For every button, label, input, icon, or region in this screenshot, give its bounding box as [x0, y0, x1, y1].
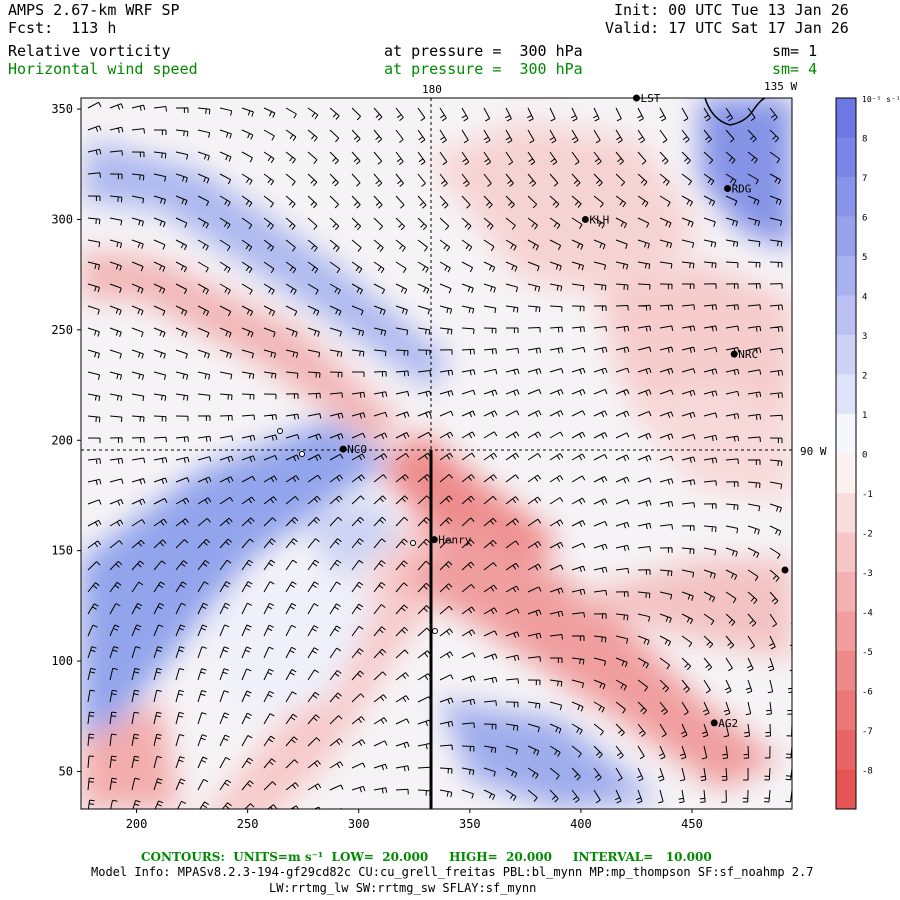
- colorbar-label: 0: [862, 451, 867, 461]
- colorbar-label: 1: [862, 411, 867, 421]
- station-label: Henry: [438, 534, 471, 547]
- plot-frame: [80, 97, 793, 810]
- y-tick-label: 250: [51, 323, 73, 337]
- y-tick-label: 350: [51, 102, 73, 116]
- colorbar-label: -8: [862, 767, 873, 777]
- colorbar-label: -5: [862, 648, 873, 658]
- colorbar-segment: [836, 769, 856, 810]
- colorbar-segment: [836, 137, 856, 178]
- station-label: NRC: [738, 348, 758, 361]
- model-info-physics: LW:rrtmg_lw SW:rrtmg_sw SFLAY:sf_mynn: [269, 881, 537, 895]
- colorbar-label: 5: [862, 253, 867, 263]
- station-marker: [339, 445, 347, 453]
- vorticity-field: [81, 98, 792, 809]
- colorbar-label: -2: [862, 530, 873, 540]
- colorbar-segment: [836, 98, 856, 138]
- colorbar-segment: [836, 177, 856, 217]
- x-tick-label: 200: [126, 817, 148, 831]
- wind-barb-field: [87, 101, 792, 809]
- colorbar-segment: [836, 611, 856, 652]
- colorbar-label: -6: [862, 688, 873, 698]
- forecast-hour: Fcst: 113 h: [8, 19, 117, 37]
- x-tick-label: 400: [570, 817, 592, 831]
- colorbar-segment: [836, 295, 856, 336]
- field1-name: Relative vorticity: [8, 42, 171, 60]
- colorbar-label: -7: [862, 727, 873, 737]
- field2-smoothing: sm= 4: [772, 60, 818, 78]
- y-tick-label: 300: [51, 212, 73, 226]
- y-axis: 350 300 250 200 150 100 50: [51, 102, 81, 778]
- station-marker: [430, 536, 438, 544]
- colorbar-segment: [836, 730, 856, 770]
- meridian-135-label: 135 W: [764, 80, 797, 93]
- meridian-label: 180: [422, 83, 442, 96]
- colorbar-segment: [836, 690, 856, 731]
- colorbar-label: 8: [862, 135, 867, 145]
- x-tick-label: 300: [348, 817, 370, 831]
- station-marker: [710, 719, 718, 727]
- station-label: NCO: [347, 443, 367, 456]
- station-label: LST: [640, 92, 660, 105]
- colorbar-label: 3: [862, 332, 867, 342]
- parallel-label: 90 W: [800, 445, 827, 458]
- colorbar-segment: [836, 335, 856, 375]
- colorbar-label: 6: [862, 214, 867, 224]
- station-marker: [730, 350, 738, 358]
- station-label: AG2: [718, 717, 738, 730]
- colorbar-label: -4: [862, 609, 873, 619]
- field2-level: at pressure = 300 hPa: [384, 60, 583, 78]
- colorbar-segment: [836, 572, 856, 612]
- colorbar-label: 2: [862, 372, 867, 382]
- colorbar-frame: [835, 97, 857, 810]
- x-tick-label: 250: [237, 817, 259, 831]
- field1-smoothing: sm= 1: [772, 42, 818, 60]
- colorbar-segment: [836, 256, 856, 296]
- stations: LST RDG KLH NRC NCO Henry AG2: [339, 92, 758, 730]
- station-label: KLH: [589, 213, 609, 226]
- contour-info: CONTOURS: UNITS=m s⁻¹ LOW= 20.000 HIGH= …: [141, 850, 712, 864]
- station-marker: [724, 185, 732, 193]
- model-info: Model Info: MPASv8.2.3-194-gf29cd82c CU:…: [91, 865, 814, 879]
- colorbar-segment: [836, 216, 856, 257]
- y-tick-label: 50: [59, 764, 73, 778]
- field1-level: at pressure = 300 hPa: [384, 42, 583, 60]
- colorbar-segment: [836, 414, 856, 454]
- colorbar: 8 7 6 5 4 3 2 1 0 -1 -2 -3 -4 -5 -6 -7 -8: [835, 97, 873, 810]
- colorbar-segment: [836, 651, 856, 691]
- colorbar-label: 4: [862, 293, 867, 303]
- valid-time: Valid: 17 UTC Sat 17 Jan 26: [605, 19, 849, 37]
- field2-name: Horizontal wind speed: [8, 60, 198, 78]
- colorbar-unit: 10⁻⁵ s⁻¹: [862, 95, 900, 104]
- colorbar-label: -1: [862, 490, 873, 500]
- coastline: [704, 98, 766, 126]
- colorbar-label: -3: [862, 569, 873, 579]
- init-time: Init: 00 UTC Tue 13 Jan 26: [614, 1, 849, 19]
- colorbar-segment: [836, 374, 856, 415]
- colorbar-segment: [836, 453, 856, 494]
- open-markers: [277, 428, 789, 634]
- station-marker: [632, 94, 640, 102]
- wind-barbs: [87, 101, 792, 809]
- x-tick-label: 350: [459, 817, 481, 831]
- colorbar-segment: [836, 493, 856, 533]
- station-label: RDG: [732, 183, 752, 196]
- colorbar-segment: [836, 532, 856, 573]
- y-tick-label: 200: [51, 433, 73, 447]
- y-tick-label: 100: [51, 654, 73, 668]
- model-title: AMPS 2.67-km WRF SP: [8, 1, 180, 19]
- station-marker: [581, 215, 589, 223]
- x-tick-label: 450: [681, 817, 703, 831]
- colorbar-label: 7: [862, 174, 867, 184]
- y-tick-label: 150: [51, 544, 73, 558]
- x-axis: 200 250 300 350 400 450: [126, 809, 703, 831]
